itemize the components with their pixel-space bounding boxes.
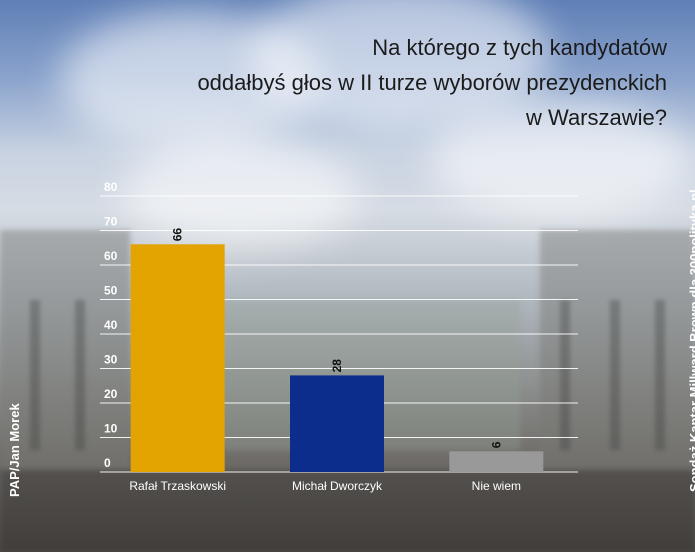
y-tick-label-20: 20 [104,387,118,401]
y-tick-label-50: 50 [104,284,118,298]
title-line-1: Na którego z tych kandydatów [372,35,667,60]
chart-title: Na którego z tych kandydatów oddałbyś gł… [107,30,667,135]
bar-1 [130,244,225,472]
title-line-2: oddałbyś głos w II turze wyborów prezyde… [197,70,667,95]
data-label-2: 28 [330,359,344,373]
category-label-2: Michał Dworczyk [292,479,383,493]
y-tick-label-40: 40 [104,318,118,332]
data-label-1: 66 [171,228,185,242]
title-line-3: w Warszawie? [526,105,667,130]
y-tick-label-70: 70 [104,215,118,229]
y-tick-label-10: 10 [104,422,118,436]
y-tick-label-0: 0 [104,456,111,470]
bar-3 [449,451,544,472]
y-tick-label-30: 30 [104,353,118,367]
y-tick-label-60: 60 [104,249,118,263]
category-label-3: Nie wiem [472,479,521,493]
bar-2 [290,375,384,472]
data-label-3: 6 [489,441,503,448]
category-label-1: Rafał Trzaskowski [129,479,226,493]
photo-credit: PAP/Jan Morek [7,403,22,497]
y-tick-label-80: 80 [104,180,118,194]
source-credit: Sondaż Kantar Millward Brown dla 300poli… [687,189,695,492]
